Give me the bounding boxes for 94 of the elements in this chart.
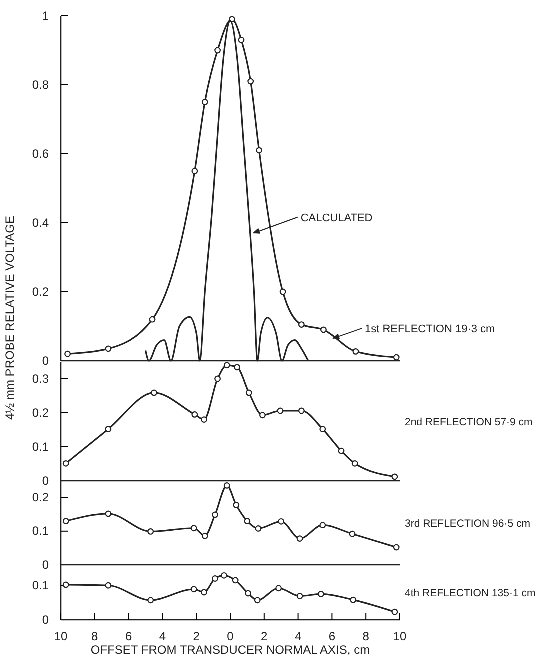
point [320, 326, 327, 334]
point [62, 582, 70, 588]
point [64, 350, 71, 358]
y-tick-label: 0.8 [32, 78, 50, 92]
point [320, 522, 326, 529]
point [192, 168, 198, 174]
annotation: 1st REFLECTION 19·3 cm [365, 324, 496, 336]
point [277, 408, 284, 414]
point [105, 346, 112, 352]
x-tick-label: 10 [54, 630, 68, 644]
point [393, 544, 400, 551]
point [212, 576, 218, 582]
point [148, 597, 154, 604]
y-tick-label: 0.2 [32, 284, 50, 299]
point [320, 426, 326, 433]
point [62, 518, 70, 525]
point [278, 518, 285, 525]
text: 3rd REFLECTION 96·5 cm [405, 518, 531, 530]
x-tick-label: 4 [159, 630, 166, 644]
point [248, 78, 254, 85]
y-tick-label: 0.2 [32, 406, 50, 420]
point [105, 510, 112, 518]
point [244, 518, 251, 525]
text: 2nd REFLECTION 57·9 cm [405, 416, 534, 428]
y-tick-label: 0 [42, 354, 50, 368]
x-tick-label: 10 [393, 630, 407, 644]
point [229, 16, 236, 23]
x-tick-label: 6 [328, 630, 336, 644]
point [260, 412, 266, 419]
y-tick-label: 0.2 [32, 490, 50, 505]
y-tick-label: 0.4 [32, 216, 50, 230]
point [105, 426, 112, 433]
y-tick-label: 0.6 [32, 146, 50, 161]
point [298, 322, 305, 328]
y-tick-label: 0.1 [32, 578, 50, 592]
point [221, 572, 228, 579]
annotation: CALCULATED [300, 212, 373, 224]
point [256, 147, 263, 154]
point [224, 482, 230, 489]
point [201, 589, 208, 596]
point [338, 448, 345, 454]
x-axis-title: OFFSET FROM TRANSDUCER NORMAL AXIS, cm [90, 643, 370, 657]
point [296, 536, 304, 542]
y-tick-label: 1 [42, 8, 50, 23]
point [214, 376, 221, 382]
point [224, 362, 230, 369]
point [296, 593, 304, 600]
point [62, 460, 70, 467]
y-tick-label: 0 [42, 474, 50, 488]
point [254, 597, 261, 604]
point [245, 590, 252, 597]
point [352, 348, 360, 355]
x-tick-label: 2 [261, 630, 268, 644]
point [105, 582, 112, 589]
point [214, 47, 221, 54]
point [190, 525, 198, 532]
y-tick-label: 0 [42, 558, 50, 572]
point [393, 354, 400, 361]
point [233, 502, 240, 508]
point [151, 390, 158, 396]
point [276, 585, 282, 592]
point [280, 288, 286, 296]
y-axis-title: 4½ mm PROBE RELATIVE VOLTAGE [3, 216, 17, 420]
point [392, 474, 398, 480]
y-tick-label: 0 [42, 612, 50, 627]
x-tick-label: 8 [362, 630, 370, 644]
point [201, 416, 208, 423]
point [234, 364, 240, 371]
y-tick-label: 0.1 [32, 440, 50, 454]
point [352, 460, 358, 467]
x-tick-label: 6 [125, 630, 132, 644]
point [202, 532, 208, 540]
point [232, 577, 239, 584]
point [392, 608, 398, 616]
text: 4th REFLECTION 135·1 cm [405, 588, 536, 600]
point [298, 408, 305, 414]
point [148, 528, 154, 535]
point [202, 99, 208, 106]
x-tick-label: 8 [92, 630, 99, 644]
y-tick-label: 0.1 [32, 524, 50, 538]
point [238, 36, 245, 44]
point [149, 316, 156, 323]
x-tick-label: 2 [193, 630, 200, 644]
point [350, 596, 357, 604]
point [255, 526, 262, 532]
point [190, 586, 198, 593]
point [318, 591, 324, 598]
x-tick-label: 0 [227, 630, 234, 644]
point [212, 512, 218, 518]
point [349, 530, 356, 538]
point [192, 412, 198, 418]
point [246, 390, 252, 396]
y-tick-label: 0.3 [32, 372, 50, 386]
x-tick-label: 4 [294, 630, 302, 644]
